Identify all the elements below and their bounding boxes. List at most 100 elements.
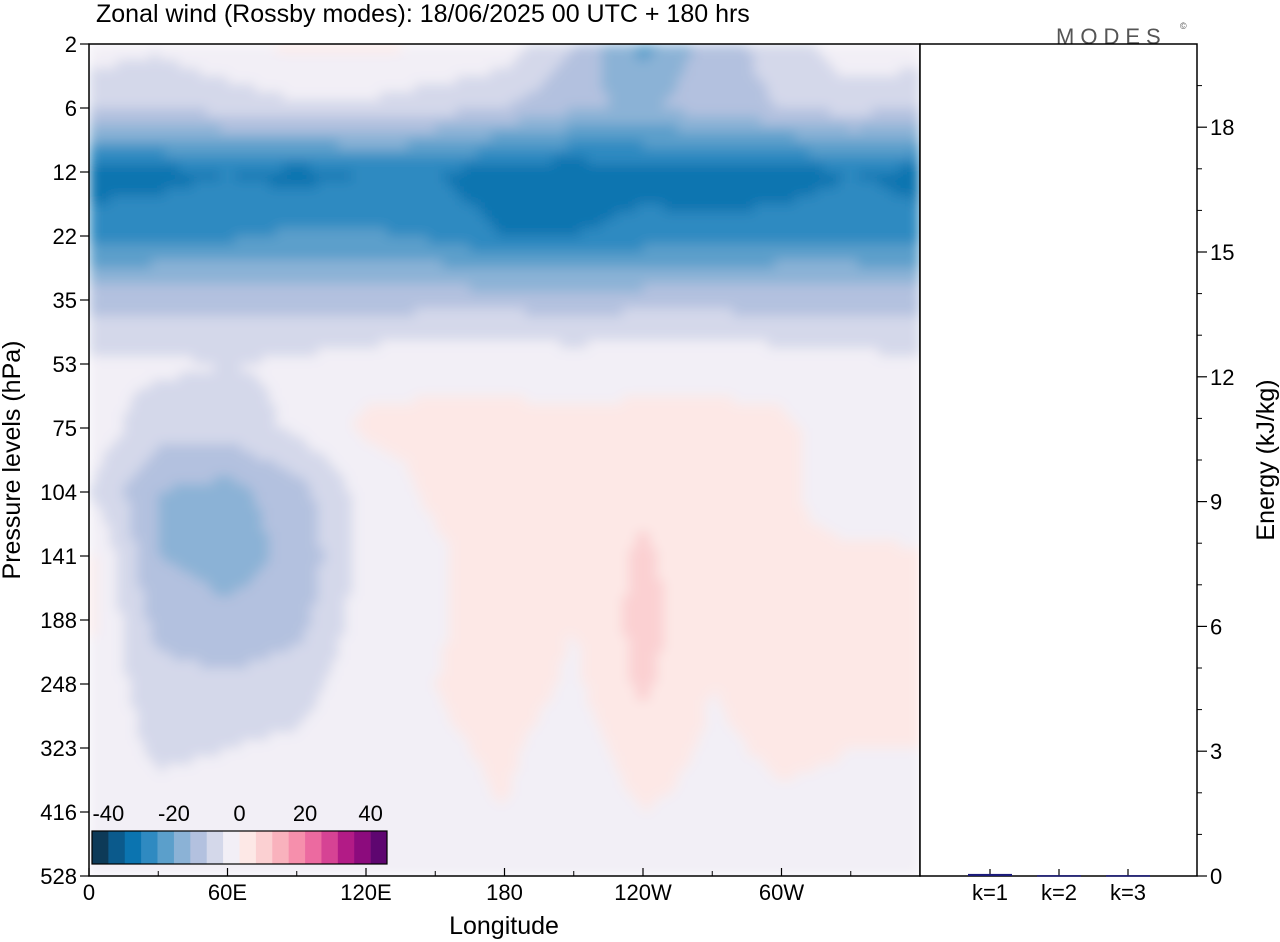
heatmap-cell	[366, 164, 374, 173]
heatmap-cell	[601, 324, 609, 333]
heatmap-cell	[393, 260, 402, 269]
heatmap-cell	[594, 332, 603, 341]
heatmap-cell	[802, 228, 810, 237]
heatmap-cell	[615, 148, 623, 157]
heatmap-cell	[850, 364, 859, 373]
heatmap-cell	[726, 76, 734, 85]
heatmap-cell	[746, 44, 755, 53]
heatmap-cell	[601, 212, 609, 221]
heatmap-cell	[643, 244, 651, 253]
heatmap-cell	[629, 244, 637, 253]
heatmap-cell	[587, 268, 596, 277]
heatmap-cell	[705, 324, 713, 333]
heatmap-cell	[407, 180, 416, 189]
heatmap-cell	[137, 68, 145, 77]
heatmap-cell	[629, 76, 637, 85]
heatmap-cell	[733, 316, 741, 325]
heatmap-cell	[449, 84, 457, 93]
heatmap-cell	[677, 220, 686, 229]
heatmap-cell	[649, 124, 658, 133]
heatmap-cell	[878, 316, 886, 325]
heatmap-cell	[552, 196, 561, 205]
heatmap-cell	[823, 44, 831, 53]
heatmap-cell	[559, 188, 568, 197]
heatmap-cell	[116, 68, 125, 77]
heatmap-cell	[546, 252, 554, 261]
heatmap-cell	[400, 236, 409, 245]
heatmap-cell	[525, 260, 533, 269]
heatmap-cell	[116, 212, 125, 221]
heatmap-cell	[615, 68, 623, 77]
heatmap-cell	[366, 220, 374, 229]
heatmap-cell	[816, 236, 824, 245]
heatmap-cell	[179, 180, 187, 189]
heatmap-cell	[601, 68, 609, 77]
heatmap-cell	[809, 204, 817, 213]
heatmap-cell	[310, 260, 319, 269]
heatmap-cell	[871, 268, 880, 277]
heatmap-cell	[781, 348, 790, 357]
heatmap-cell	[636, 148, 644, 157]
heatmap-cell	[746, 348, 755, 357]
heatmap-cell	[497, 276, 506, 285]
heatmap-cell	[483, 252, 492, 261]
heatmap-cell	[248, 308, 256, 317]
heatmap-cell	[601, 188, 609, 197]
heatmap-cell	[559, 316, 568, 325]
heatmap-cell	[116, 172, 125, 181]
heatmap-cell	[324, 172, 332, 181]
heatmap-cell	[296, 372, 305, 381]
heatmap-cell	[449, 300, 457, 309]
heatmap-cell	[428, 196, 436, 205]
heatmap-cell	[836, 364, 845, 373]
heatmap-cell	[566, 244, 575, 253]
heatmap-cell	[643, 148, 651, 157]
heatmap-cell	[608, 364, 616, 373]
heatmap-cell	[899, 364, 907, 373]
heatmap-cell	[809, 68, 817, 77]
heatmap-cell	[546, 372, 554, 381]
heatmap-cell	[220, 196, 229, 205]
heatmap-cell	[456, 108, 464, 117]
heatmap-cell	[95, 180, 104, 189]
heatmap-cell	[511, 316, 519, 325]
heatmap-cell	[781, 44, 790, 53]
heatmap-cell	[462, 44, 471, 53]
heatmap-cell	[359, 276, 367, 285]
heatmap-cell	[788, 52, 796, 61]
heatmap-cell	[802, 124, 810, 133]
heatmap-cell	[303, 164, 312, 173]
heatmap-cell	[809, 44, 817, 53]
heatmap-cell	[331, 348, 339, 357]
heatmap-cell	[705, 252, 713, 261]
heatmap-cell	[269, 268, 277, 277]
heatmap-cell	[698, 364, 706, 373]
heatmap-cell	[594, 212, 603, 221]
heatmap-cell	[179, 60, 187, 69]
heatmap-cell	[559, 212, 568, 221]
heatmap-cell	[760, 148, 769, 157]
heatmap-cell	[296, 52, 305, 61]
heatmap-cell	[442, 276, 450, 285]
heatmap-cell	[89, 268, 97, 277]
heatmap-cell	[109, 332, 118, 341]
heatmap-cell	[227, 204, 236, 213]
heatmap-cell	[469, 44, 478, 53]
heatmap-cell	[421, 124, 429, 133]
heatmap-cell	[116, 276, 125, 285]
heatmap-cell	[802, 164, 810, 173]
heatmap-cell	[857, 276, 866, 285]
heatmap-cell	[857, 308, 866, 317]
heatmap-cell	[456, 172, 464, 181]
heatmap-cell	[372, 364, 381, 373]
heatmap-cell	[428, 268, 436, 277]
heatmap-cell	[435, 372, 443, 381]
heatmap-cell	[338, 60, 346, 69]
heatmap-cell	[739, 340, 748, 349]
heatmap-cell	[428, 284, 436, 293]
heatmap-cell	[428, 324, 436, 333]
heatmap-cell	[386, 340, 395, 349]
heatmap-cell	[518, 212, 526, 221]
heatmap-cell	[165, 292, 173, 301]
heatmap-cell	[352, 348, 360, 357]
